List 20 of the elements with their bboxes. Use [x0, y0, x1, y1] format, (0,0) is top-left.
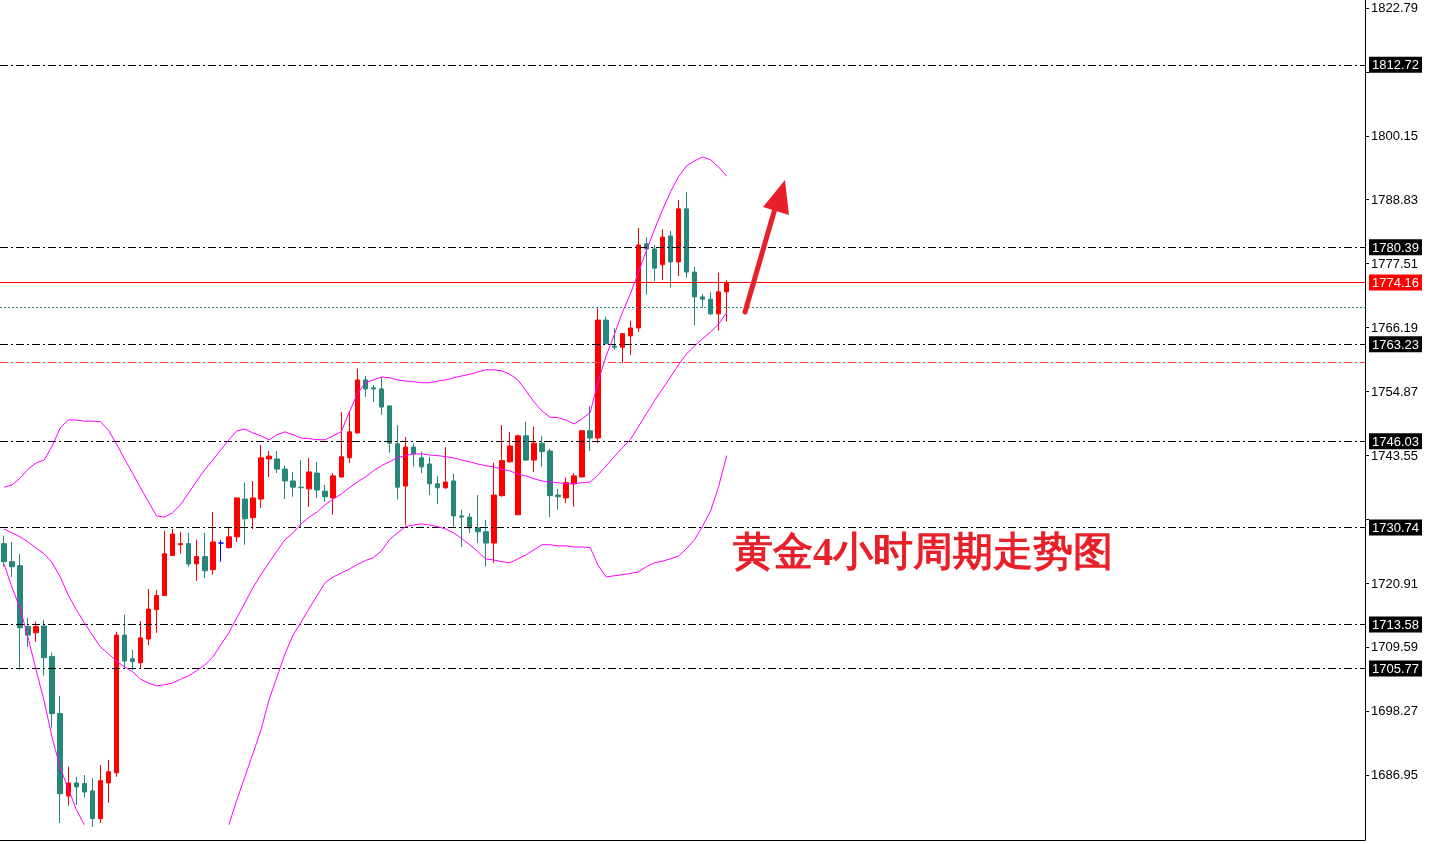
- y-tick-label: 1686.95: [1371, 767, 1418, 783]
- y-tick-label: 1800.15: [1371, 128, 1418, 144]
- ref-line-label: 1763.23: [1372, 336, 1419, 352]
- y-tick-label: 1743.55: [1371, 447, 1418, 463]
- ref-line-label: 1774.16: [1372, 274, 1419, 290]
- y-tick-label: 1822.79: [1371, 0, 1418, 16]
- y-tick-label: 1720.91: [1371, 575, 1418, 591]
- y-tick-label: 1754.87: [1371, 383, 1418, 399]
- y-tick-label: 1777.51: [1371, 256, 1418, 272]
- y-tick-label: 1788.83: [1371, 192, 1418, 208]
- ref-line-label: 1713.58: [1372, 616, 1419, 632]
- y-tick-label: 1698.27: [1371, 703, 1418, 719]
- y-tick-label: 1766.19: [1371, 319, 1418, 335]
- ref-line-label: 1812.72: [1372, 57, 1419, 73]
- ref-line-label: 1780.39: [1372, 239, 1419, 255]
- ref-line-label: 1746.03: [1372, 433, 1419, 449]
- text: 黄金4小时周期走势图: [733, 528, 1113, 574]
- ref-line-label: 1730.74: [1372, 520, 1419, 536]
- ref-line-label: 1705.77: [1372, 661, 1419, 677]
- y-tick-label: 1709.59: [1371, 639, 1418, 655]
